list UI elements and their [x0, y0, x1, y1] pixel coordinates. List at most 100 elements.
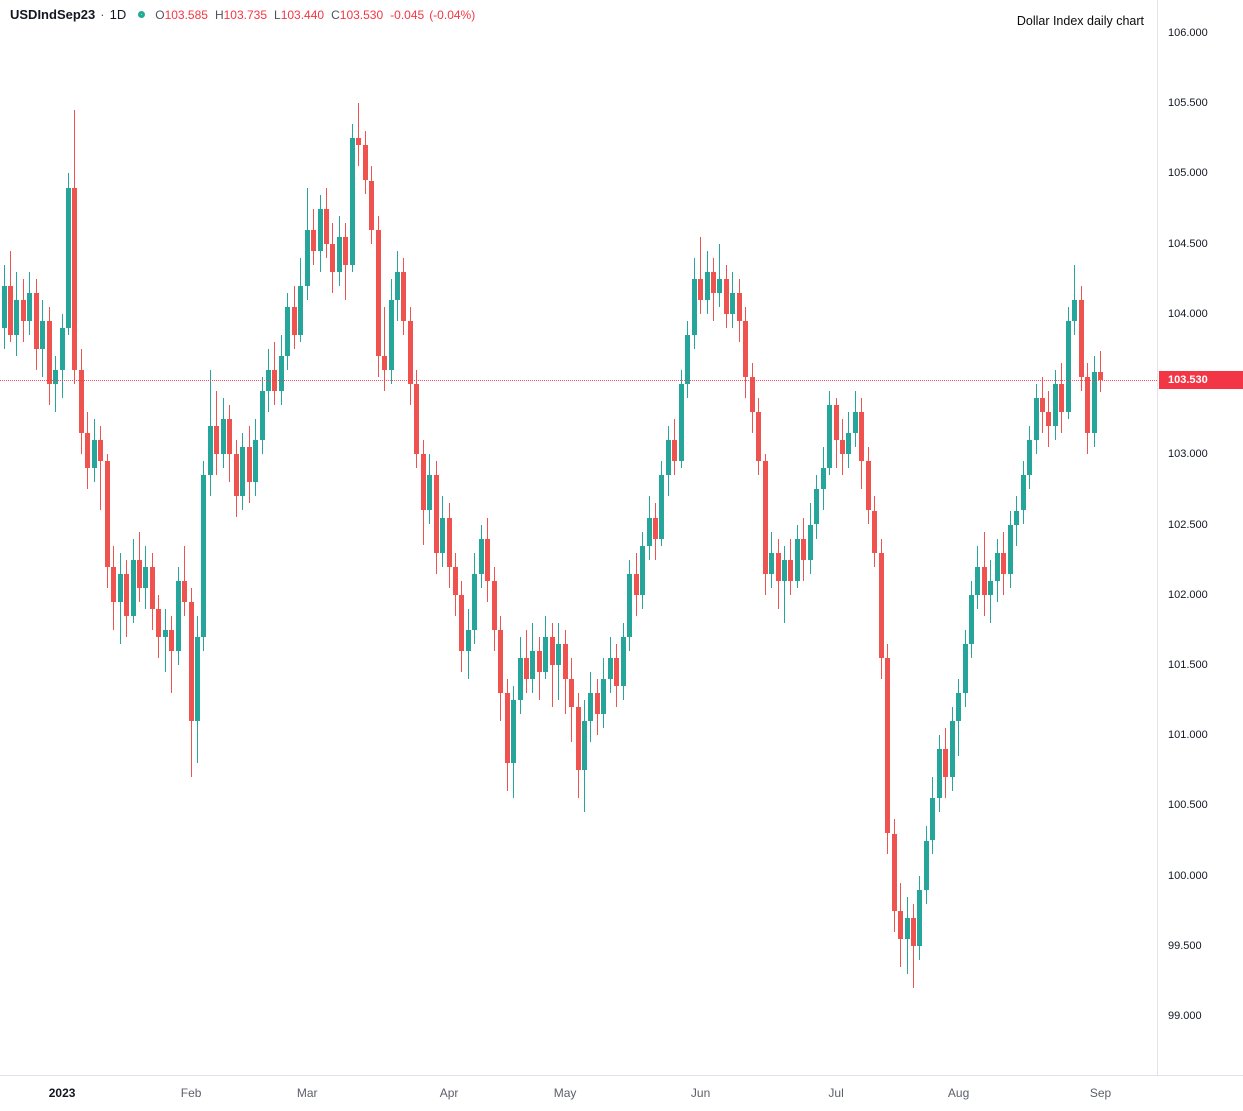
low-value: 103.440	[280, 7, 325, 22]
candle-body	[420, 454, 426, 511]
candle-body	[723, 278, 729, 314]
candle-wick	[783, 545, 785, 623]
time-tick-label-month: Feb	[180, 1086, 202, 1100]
candle-body	[756, 412, 762, 462]
candle-body	[801, 538, 807, 560]
candle-body	[685, 334, 691, 385]
price-tick-label: 106.000	[1168, 27, 1208, 39]
high-readout: H103.735	[215, 8, 267, 22]
candle-body	[627, 573, 633, 637]
candle-body	[762, 461, 768, 574]
price-tick-label: 103.000	[1168, 448, 1208, 461]
time-tick-label-month: Apr	[439, 1086, 459, 1100]
legend: USDIndSep23 · 1D O103.585 H103.735 L103.…	[10, 7, 480, 22]
candle-body	[640, 545, 646, 595]
price-tick-label: 104.000	[1168, 307, 1208, 320]
symbol-name[interactable]: USDIndSep23	[10, 7, 96, 22]
close-readout: C103.530	[331, 8, 383, 22]
time-tick-label-month: Aug	[947, 1086, 970, 1100]
candle-body	[504, 693, 510, 764]
candle-body	[388, 299, 394, 370]
candle-body	[330, 243, 336, 272]
candle-body	[523, 657, 529, 679]
open-readout: O103.585	[155, 8, 208, 22]
candle-body	[562, 643, 568, 679]
candle-body	[162, 629, 168, 637]
candlestick-series	[1, 103, 1103, 988]
candle-body	[149, 566, 155, 609]
candle-body	[214, 426, 220, 455]
candle-body	[1027, 440, 1033, 476]
candle-body	[943, 749, 949, 778]
candle-body	[336, 236, 342, 272]
candle-body	[78, 370, 84, 434]
time-axis[interactable]: 2023 Feb Mar Apr May Jun Jul Aug Sep	[0, 1075, 1243, 1111]
candle-body	[233, 454, 239, 497]
candle-body	[743, 320, 749, 378]
candle-body	[781, 559, 787, 581]
chart-title-annotation: Dollar Index daily chart	[1016, 14, 1144, 28]
candle-body	[1059, 384, 1065, 413]
candle-wick	[100, 426, 102, 511]
candle-body	[936, 749, 942, 799]
close-label: C	[331, 7, 340, 22]
candle-body	[111, 566, 117, 602]
candle-body	[246, 447, 252, 483]
candle-wick	[55, 356, 57, 413]
price-tick-label: 105.000	[1168, 167, 1208, 180]
ohlc-readout: O103.585 H103.735 L103.440 C103.530 -0.0…	[155, 8, 480, 22]
candle-body	[672, 440, 678, 462]
time-tick-label-month: Jun	[690, 1086, 711, 1100]
candle-body	[1033, 398, 1039, 441]
change-percent: (-0.04%)	[429, 7, 476, 22]
candle-wick	[384, 306, 386, 392]
price-tick-label: 99.500	[1168, 939, 1202, 952]
candle-body	[840, 440, 845, 455]
chart-area[interactable]: USDIndSep23 · 1D O103.585 H103.735 L103.…	[0, 0, 1158, 1075]
candle-body	[1046, 412, 1052, 427]
candle-body	[478, 538, 484, 574]
candle-body	[317, 208, 323, 251]
candle-body	[1085, 377, 1091, 434]
candle-body	[730, 292, 736, 314]
candle-body	[865, 461, 871, 511]
candle-body	[736, 292, 742, 321]
price-tick-label: 101.500	[1168, 658, 1208, 671]
candle-body	[130, 559, 136, 616]
candle-body	[717, 278, 723, 293]
time-tick-label-month: Sep	[1089, 1086, 1112, 1100]
candle-body	[124, 573, 130, 616]
candle-body	[827, 405, 833, 469]
candle-body	[601, 679, 607, 715]
low-label: L	[274, 7, 281, 22]
candle-wick	[912, 903, 914, 988]
price-axis[interactable]: 106.000 105.500 105.000 104.500 104.000 103.0…	[1159, 0, 1243, 1075]
series-status-icon	[138, 11, 146, 18]
candle-body	[517, 657, 523, 700]
candle-body	[278, 356, 284, 392]
candle-wick	[719, 243, 721, 307]
candle-body	[169, 629, 175, 651]
price-tick-label: 100.500	[1168, 799, 1208, 812]
candle-body	[259, 391, 265, 441]
candle-body	[691, 278, 697, 335]
candle-body	[195, 636, 200, 722]
candle-body	[1072, 299, 1078, 321]
time-tick-label-month: Mar	[296, 1086, 318, 1100]
candle-body	[91, 440, 97, 469]
candle-body	[324, 208, 329, 244]
candle-body	[291, 306, 297, 335]
candle-body	[1098, 372, 1103, 380]
candle-body	[27, 292, 33, 321]
candle-body	[814, 489, 820, 525]
candle-body	[923, 840, 929, 890]
candle-body	[549, 636, 555, 665]
candle-body	[910, 917, 916, 946]
close-value: 103.530	[339, 7, 384, 22]
candle-body	[498, 629, 504, 693]
candle-body	[511, 700, 517, 764]
candle-body	[349, 138, 355, 265]
candle-body	[472, 573, 478, 630]
candle-body	[749, 377, 755, 413]
interval-label[interactable]: 1D	[109, 7, 127, 22]
